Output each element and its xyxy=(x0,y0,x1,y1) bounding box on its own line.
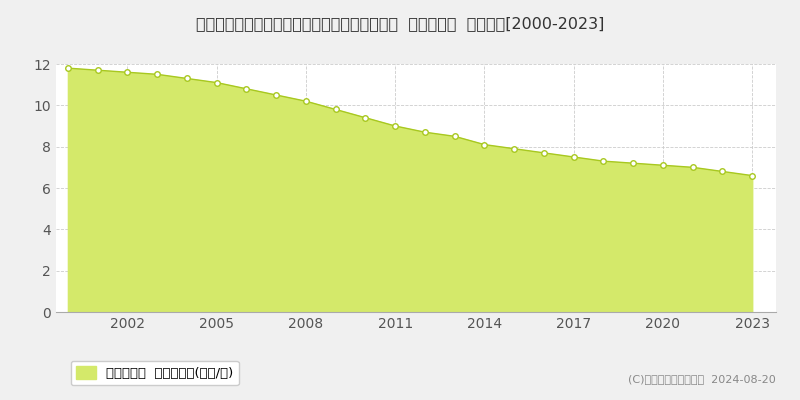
Text: (C)土地価格ドットコム  2024-08-20: (C)土地価格ドットコム 2024-08-20 xyxy=(628,374,776,384)
Text: 岩手県西磐井郡平泉町平泉字志羅山１３３番３  基準地価格  地価推移[2000-2023]: 岩手県西磐井郡平泉町平泉字志羅山１３３番３ 基準地価格 地価推移[2000-20… xyxy=(196,16,604,31)
Legend: 基準地価格  平均坪単価(万円/坪): 基準地価格 平均坪単価(万円/坪) xyxy=(70,361,238,386)
